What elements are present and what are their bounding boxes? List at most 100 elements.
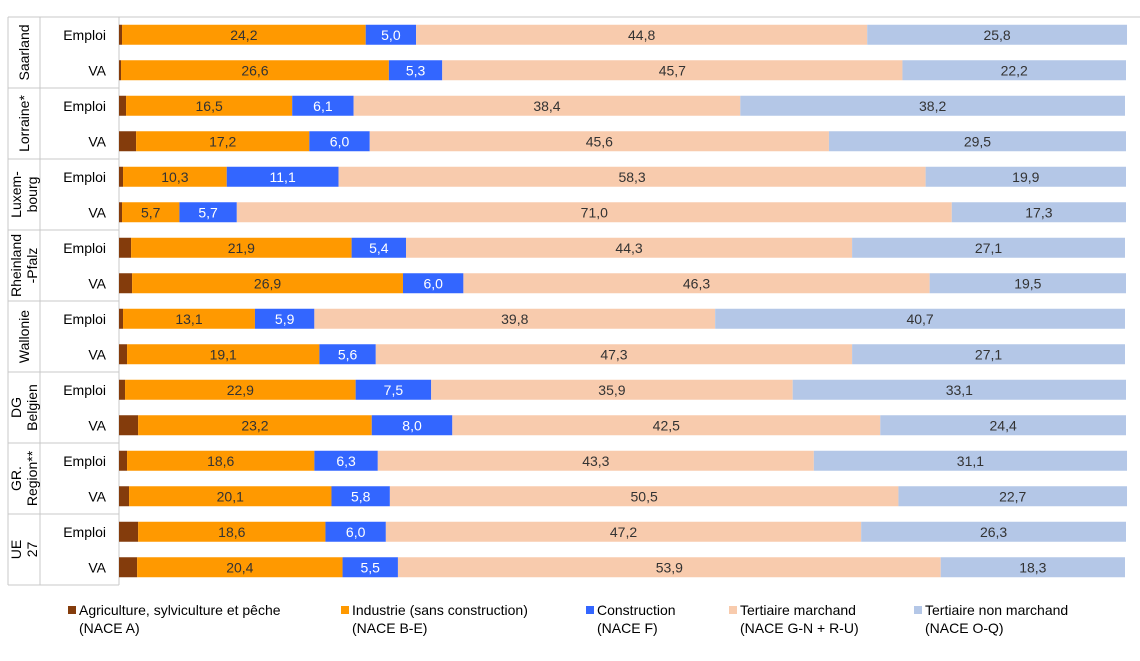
data-label: 29,5 [964, 133, 991, 149]
data-label: 18,6 [218, 524, 245, 540]
row-label: Emploi [63, 453, 106, 469]
data-label: 5,3 [406, 62, 426, 78]
data-label: 27,1 [975, 240, 1002, 256]
data-label: 5,6 [338, 346, 358, 362]
data-label: 38,4 [533, 98, 560, 114]
bar-segment [119, 308, 124, 329]
row-label: Emploi [63, 382, 106, 398]
data-label: 43,3 [582, 453, 609, 469]
region-label: DGBelgien [8, 384, 40, 431]
region-label: Luxem-bourg [8, 171, 40, 218]
bar-segment [442, 60, 903, 81]
row-label: VA [88, 275, 106, 291]
bar-segment [122, 202, 180, 223]
data-label: 6,1 [313, 98, 333, 114]
bar-segment [119, 379, 126, 400]
bar-segment [792, 379, 1126, 400]
bar-segment [331, 486, 390, 507]
data-label: 6,3 [336, 453, 356, 469]
legend-swatch [914, 606, 922, 614]
bar-segment [397, 557, 941, 578]
region-label: Saarland [16, 24, 32, 80]
data-label: 31,1 [957, 453, 984, 469]
bar-segment [880, 415, 1126, 436]
data-label: 10,3 [161, 169, 188, 185]
region-label: Wallonie [16, 310, 32, 363]
row-label: Emploi [63, 524, 106, 540]
legend-label: (NACE O-Q) [925, 620, 1004, 636]
data-label: 22,7 [999, 488, 1026, 504]
data-label: 5,0 [381, 27, 401, 43]
bar-segment [715, 308, 1125, 329]
bar-segment [226, 166, 339, 187]
bar-segment [861, 521, 1126, 542]
bar-segment [119, 95, 127, 116]
row-label: VA [88, 488, 106, 504]
bar-segment [405, 237, 853, 258]
bar-segment [852, 237, 1125, 258]
bar-segment [119, 60, 122, 81]
bar-segment [309, 131, 370, 152]
data-label: 7,5 [384, 382, 404, 398]
data-label: 5,5 [361, 559, 381, 575]
bar-segment [452, 415, 881, 436]
legend-label: Industrie (sans construction) [352, 602, 528, 618]
legend-label: (NACE F) [597, 620, 658, 636]
data-label: 24,4 [990, 417, 1017, 433]
data-label: 44,3 [615, 240, 642, 256]
bar-segment [125, 379, 356, 400]
data-label: 5,4 [369, 240, 389, 256]
bar-segment [925, 166, 1126, 187]
row-label: VA [88, 559, 106, 575]
data-label: 5,8 [351, 488, 371, 504]
legend-label: Tertiaire non marchand [925, 602, 1068, 618]
bar-segment [119, 202, 123, 223]
data-label: 6,0 [346, 524, 366, 540]
bar-segment [375, 344, 853, 365]
data-label: 44,8 [628, 27, 655, 43]
bar-segment [119, 486, 130, 507]
data-label: 45,6 [586, 133, 613, 149]
data-label: 21,9 [228, 240, 255, 256]
bar-segment [119, 344, 128, 365]
row-label: Emploi [63, 169, 106, 185]
row-label: VA [88, 346, 106, 362]
bar-segment [813, 450, 1128, 471]
bar-segment [138, 415, 372, 436]
bar-segment [402, 273, 464, 294]
bar-segment [127, 344, 320, 365]
data-label: 71,0 [581, 204, 608, 220]
data-label: 19,5 [1014, 275, 1041, 291]
region-label: Rheinland-Pfalz [8, 234, 40, 297]
bar-segment [902, 60, 1126, 81]
data-label: 58,3 [618, 169, 645, 185]
data-label: 33,1 [946, 382, 973, 398]
legend-label: Tertiaire marchand [740, 602, 856, 618]
bar-segment [342, 557, 398, 578]
bar-segment [351, 237, 406, 258]
bar-segment [314, 450, 378, 471]
bar-segment [377, 450, 814, 471]
data-label: 47,2 [610, 524, 637, 540]
bar-segment [136, 131, 310, 152]
bar-segment [828, 131, 1126, 152]
data-label: 18,3 [1019, 559, 1046, 575]
data-label: 27,1 [975, 346, 1002, 362]
row-label: Emploi [63, 311, 106, 327]
row-label: VA [88, 133, 106, 149]
bar-segment [119, 450, 128, 471]
bar-segment [122, 24, 366, 45]
bar-segment [463, 273, 930, 294]
data-label: 25,8 [983, 27, 1010, 43]
data-label: 13,1 [175, 311, 202, 327]
bar-segment [940, 557, 1125, 578]
bar-segment [123, 308, 255, 329]
data-label: 19,9 [1012, 169, 1039, 185]
legend-label: (NACE B-E) [352, 620, 427, 636]
bar-segment [131, 237, 352, 258]
bar-segment [365, 24, 417, 45]
data-label: 53,9 [656, 559, 683, 575]
data-label: 26,9 [254, 275, 281, 291]
region-label: GR.Region** [8, 450, 40, 506]
